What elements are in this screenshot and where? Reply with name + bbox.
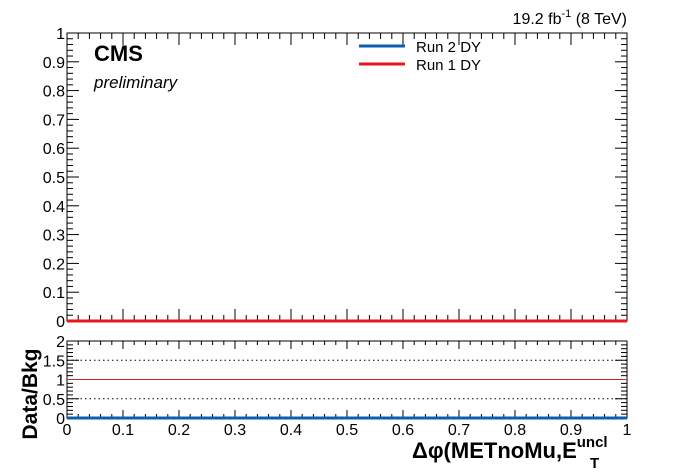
x-tick-label: 0 — [63, 422, 72, 439]
main-y-tick-label: 0.7 — [43, 112, 65, 129]
legend-label: Run 2 DY — [416, 39, 481, 56]
ratio-y-tick-label: 2 — [56, 334, 65, 351]
ratio-y-tick-label: 1 — [56, 373, 65, 390]
main-y-tick-label: 0 — [56, 314, 65, 331]
main-y-tick-label: 0.9 — [43, 55, 65, 72]
legend-label: Run 1 DY — [416, 57, 481, 74]
x-tick-label: 0.2 — [168, 422, 190, 439]
x-tick-label: 0.7 — [448, 422, 470, 439]
ratio-y-tick-label: 1.5 — [43, 353, 65, 370]
ratio-y-tick-label: 0 — [56, 411, 65, 428]
x-tick-label: 0.9 — [560, 422, 582, 439]
ratio-y-axis-title: Data/Bkg — [19, 348, 42, 439]
energy-label: (8 TeV) — [571, 11, 627, 28]
main-y-tick-label: 0.4 — [43, 199, 65, 216]
ratio-y-tick-label: 0.5 — [43, 392, 65, 409]
main-y-tick-label: 0.6 — [43, 141, 65, 158]
x-axis: 0 0.1 0.2 0.3 0.4 0.5 0.6 0.7 0.8 0.9 1 — [63, 33, 632, 439]
x-axis-title-superscript: uncl — [577, 434, 608, 451]
luminosity-exponent: -1 — [561, 8, 571, 20]
x-tick-label: 1 — [623, 422, 632, 439]
main-y-tick-label: 0.2 — [43, 256, 65, 273]
x-tick-label: 0.6 — [392, 422, 414, 439]
main-y-tick-label: 1 — [56, 26, 65, 43]
legend-entry: Run 1 DY — [359, 57, 481, 74]
cms-label: CMS — [94, 41, 143, 66]
x-axis-title: Δφ(METnoMu,Euncl — [412, 434, 608, 463]
luminosity-label: 19.2 fb-1 (8 TeV) — [513, 8, 627, 28]
legend-entry: Run 2 DY — [359, 39, 481, 56]
x-axis-title-subscript: T — [590, 455, 599, 472]
preliminary-label: preliminary — [93, 73, 179, 92]
main-y-tick-label: 0.1 — [43, 285, 65, 302]
x-tick-label: 0.8 — [504, 422, 526, 439]
x-axis-title-main: Δφ(METnoMu,E — [412, 438, 577, 463]
ratio-y-axis: 0 0.5 1 1.5 2 — [43, 334, 627, 428]
main-y-tick-label: 0.3 — [43, 228, 65, 245]
luminosity-value: 19.2 fb — [513, 11, 562, 28]
x-tick-label: 0.1 — [112, 422, 134, 439]
main-y-tick-label: 0.5 — [43, 170, 65, 187]
main-y-axis: 0 0.1 0.2 0.3 0.4 0.5 0.6 0.7 0.8 0.9 1 — [43, 26, 627, 331]
x-tick-label: 0.5 — [336, 422, 358, 439]
x-tick-label: 0.4 — [280, 422, 302, 439]
x-tick-label: 0.3 — [224, 422, 246, 439]
main-y-tick-label: 0.8 — [43, 84, 65, 101]
